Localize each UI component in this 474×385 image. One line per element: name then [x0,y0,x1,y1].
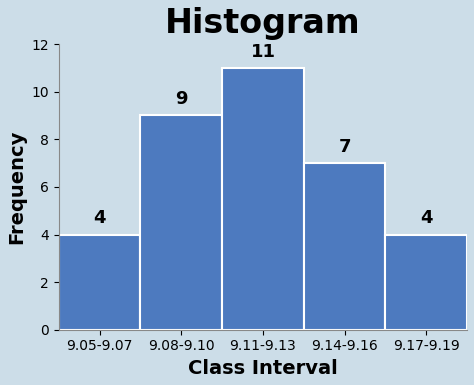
Text: 7: 7 [338,138,351,156]
Bar [385,234,467,330]
Text: 11: 11 [250,43,275,61]
Bar [59,234,140,330]
X-axis label: Class Interval: Class Interval [188,359,338,378]
Title: Histogram: Histogram [165,7,361,40]
Bar [140,116,222,330]
Bar [304,163,385,330]
Text: 4: 4 [93,209,106,228]
Y-axis label: Frequency: Frequency [7,130,26,244]
Bar [222,68,304,330]
Text: 9: 9 [175,90,188,108]
Text: 4: 4 [420,209,432,228]
